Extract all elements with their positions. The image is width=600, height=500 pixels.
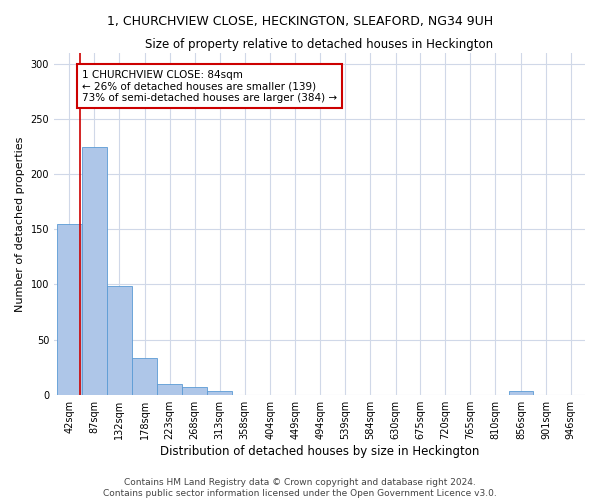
Bar <box>157 384 182 394</box>
X-axis label: Distribution of detached houses by size in Heckington: Distribution of detached houses by size … <box>160 444 479 458</box>
Bar <box>82 146 107 394</box>
Bar <box>208 392 232 394</box>
Bar <box>509 392 533 394</box>
Title: Size of property relative to detached houses in Heckington: Size of property relative to detached ho… <box>145 38 494 51</box>
Bar <box>107 286 131 395</box>
Text: Contains HM Land Registry data © Crown copyright and database right 2024.
Contai: Contains HM Land Registry data © Crown c… <box>103 478 497 498</box>
Y-axis label: Number of detached properties: Number of detached properties <box>15 136 25 312</box>
Bar <box>133 358 157 394</box>
Bar <box>182 387 207 394</box>
Bar <box>57 224 82 394</box>
Text: 1, CHURCHVIEW CLOSE, HECKINGTON, SLEAFORD, NG34 9UH: 1, CHURCHVIEW CLOSE, HECKINGTON, SLEAFOR… <box>107 15 493 28</box>
Text: 1 CHURCHVIEW CLOSE: 84sqm
← 26% of detached houses are smaller (139)
73% of semi: 1 CHURCHVIEW CLOSE: 84sqm ← 26% of detac… <box>82 70 337 103</box>
